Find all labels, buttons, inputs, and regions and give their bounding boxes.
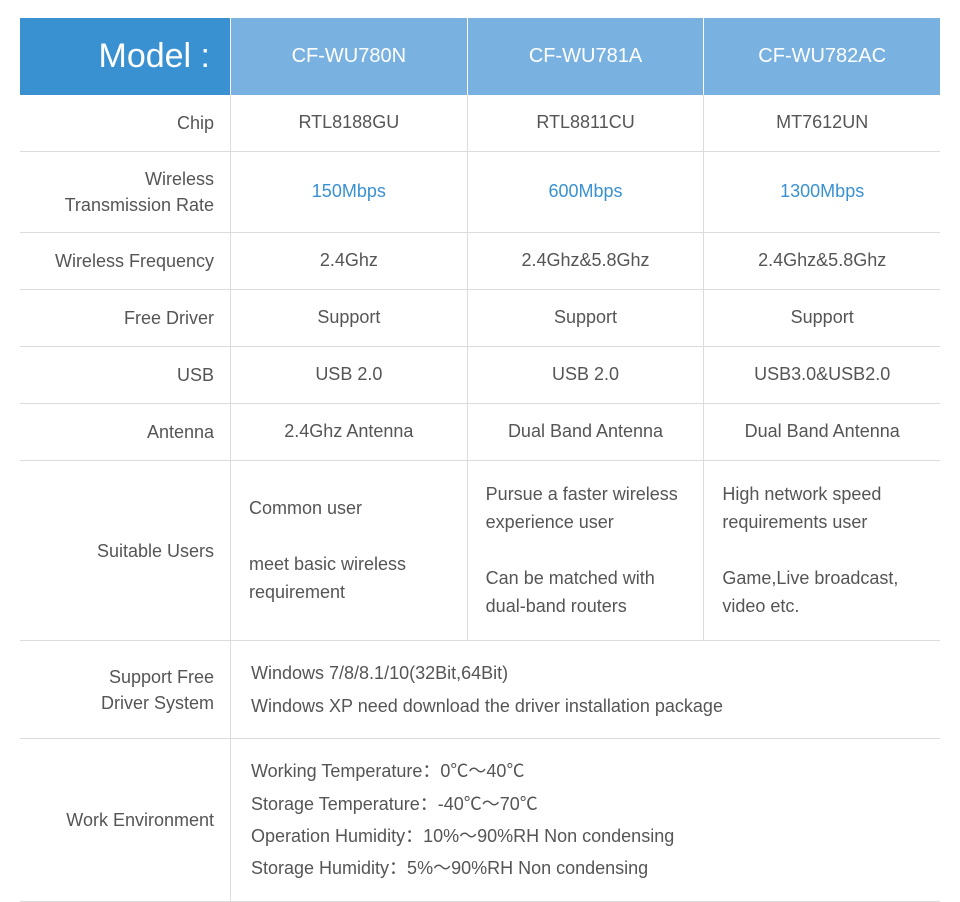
model-col-1: CF-WU781A — [467, 18, 704, 95]
val-rate-1: 600Mbps — [467, 152, 704, 232]
val-chip-1: RTL8811CU — [467, 95, 704, 151]
row-driver: Free Driver Support Support Support — [20, 290, 940, 347]
row-support-system: Support Free Driver System Windows 7/8/8… — [20, 641, 940, 739]
val-usb-2: USB3.0&USB2.0 — [703, 347, 940, 403]
val-chip-2: MT7612UN — [703, 95, 940, 151]
val-driver-0: Support — [230, 290, 467, 346]
val-support: Windows 7/8/8.1/10(32Bit,64Bit) Windows … — [230, 641, 940, 738]
row-usb: USB USB 2.0 USB 2.0 USB3.0&USB2.0 — [20, 347, 940, 404]
label-chip: Chip — [20, 95, 230, 151]
label-freq: Wireless Frequency — [20, 233, 230, 289]
spec-table: Model : CF-WU780N CF-WU781A CF-WU782AC C… — [20, 18, 940, 902]
row-rate: Wireless Transmission Rate 150Mbps 600Mb… — [20, 152, 940, 233]
row-suitable-users: Suitable Users Common user meet basic wi… — [20, 461, 940, 641]
val-freq-1: 2.4Ghz&5.8Ghz — [467, 233, 704, 289]
model-col-0: CF-WU780N — [230, 18, 467, 95]
row-freq: Wireless Frequency 2.4Ghz 2.4Ghz&5.8Ghz … — [20, 233, 940, 290]
val-freq-0: 2.4Ghz — [230, 233, 467, 289]
val-suitable-0: Common user meet basic wireless requirem… — [230, 461, 467, 640]
val-driver-2: Support — [703, 290, 940, 346]
val-rate-2: 1300Mbps — [703, 152, 940, 232]
val-env: Working Temperature：0℃～40℃ Storage Tempe… — [230, 739, 940, 901]
label-support: Support Free Driver System — [20, 641, 230, 738]
row-chip: Chip RTL8188GU RTL8811CU MT7612UN — [20, 95, 940, 152]
val-usb-1: USB 2.0 — [467, 347, 704, 403]
label-suitable: Suitable Users — [20, 461, 230, 640]
row-antenna: Antenna 2.4Ghz Antenna Dual Band Antenna… — [20, 404, 940, 461]
label-usb: USB — [20, 347, 230, 403]
label-rate: Wireless Transmission Rate — [20, 152, 230, 232]
label-antenna: Antenna — [20, 404, 230, 460]
label-env: Work Environment — [20, 739, 230, 901]
val-suitable-2: High network speed requirements user Gam… — [703, 461, 940, 640]
val-usb-0: USB 2.0 — [230, 347, 467, 403]
header-label: Model : — [20, 18, 230, 95]
row-environment: Work Environment Working Temperature：0℃～… — [20, 739, 940, 902]
val-freq-2: 2.4Ghz&5.8Ghz — [703, 233, 940, 289]
val-chip-0: RTL8188GU — [230, 95, 467, 151]
val-antenna-1: Dual Band Antenna — [467, 404, 704, 460]
val-rate-0: 150Mbps — [230, 152, 467, 232]
label-driver: Free Driver — [20, 290, 230, 346]
model-col-2: CF-WU782AC — [703, 18, 940, 95]
val-antenna-2: Dual Band Antenna — [703, 404, 940, 460]
val-driver-1: Support — [467, 290, 704, 346]
header-row: Model : CF-WU780N CF-WU781A CF-WU782AC — [20, 18, 940, 95]
val-antenna-0: 2.4Ghz Antenna — [230, 404, 467, 460]
val-suitable-1: Pursue a faster wireless experience user… — [467, 461, 704, 640]
